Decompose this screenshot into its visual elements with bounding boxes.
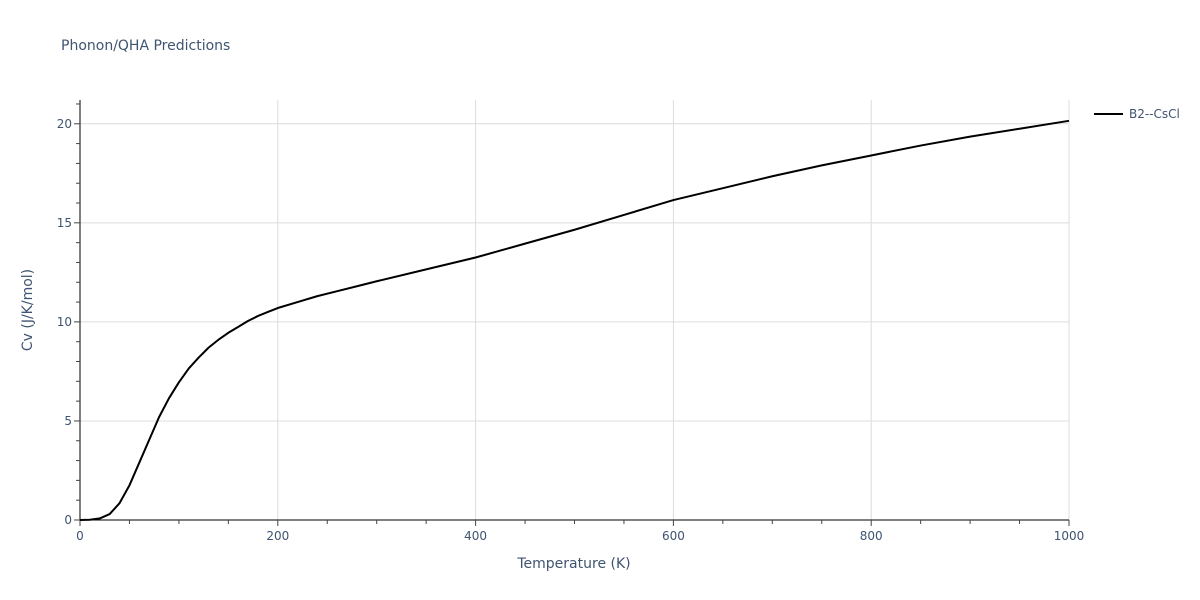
y-tick-label: 20 [57, 117, 72, 131]
x-axis-title: Temperature (K) [516, 556, 630, 572]
y-tick-label: 5 [64, 414, 72, 428]
plot-area [79, 119, 1070, 521]
x-tick-label: 400 [464, 529, 487, 543]
legend[interactable]: B2--CsCl [1094, 107, 1180, 121]
y-axis-title: Cv (J/K/mol) [20, 269, 36, 351]
y-tick-label: 15 [57, 216, 72, 230]
x-tick-label: 0 [76, 529, 84, 543]
tick-labels: 0 200 400 600 800 1000 0 5 10 15 20 [57, 117, 1085, 543]
chart-title: Phonon/QHA Predictions [61, 38, 230, 54]
x-tick-label: 200 [266, 529, 289, 543]
x-tick-label: 800 [860, 529, 883, 543]
x-tick-label: 600 [662, 529, 685, 543]
y-tick-label: 10 [57, 315, 72, 329]
grid [80, 100, 1070, 520]
series-line [79, 119, 1070, 521]
x-tick-label: 1000 [1054, 529, 1085, 543]
axes [74, 100, 1070, 526]
legend-label: B2--CsCl [1129, 107, 1180, 121]
y-tick-label: 0 [64, 513, 72, 527]
